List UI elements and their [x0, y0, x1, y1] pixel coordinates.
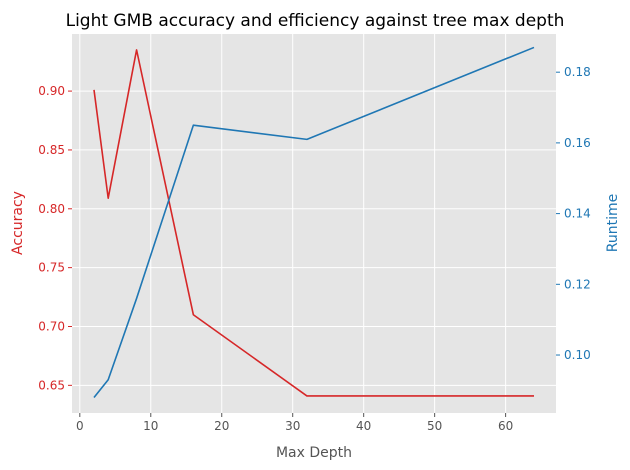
y-left-tick-label: 0.75: [38, 261, 65, 275]
series-lines: [93, 46, 535, 398]
x-tick-label: 30: [285, 419, 300, 433]
x-tick-label: 40: [356, 419, 371, 433]
chart-title: Light GMB accuracy and efficiency agains…: [66, 11, 565, 31]
y-left-tick-label: 0.90: [38, 84, 65, 98]
y-left-tick-label: 0.65: [38, 378, 65, 392]
x-tick-label: 10: [143, 419, 158, 433]
y-right-tick-label: 0.12: [564, 277, 591, 291]
accuracy-series-line: [93, 49, 534, 397]
x-axis-label: Max Depth: [276, 445, 352, 461]
y-left-tick-label: 0.85: [38, 143, 65, 157]
y-right-tick-label: 0.14: [564, 207, 591, 221]
y-right-tick-label: 0.18: [564, 65, 591, 79]
x-tick-label: 0: [76, 419, 84, 433]
grid-lines: [72, 34, 556, 413]
y-right-tick-label: 0.10: [564, 348, 591, 362]
x-tick-label: 20: [214, 419, 229, 433]
y-right-axis-label: Runtime: [605, 194, 621, 252]
y-left-tick-label: 0.70: [38, 319, 65, 333]
axes: 0 10 20 30 40 50 60 0.65 0.70 0.75 0.80 0.85 0.90 0.1…: [38, 65, 590, 433]
x-tick-label: 50: [427, 419, 442, 433]
y-left-axis-label: Accuracy: [10, 191, 26, 255]
y-left-tick-label: 0.80: [38, 202, 65, 216]
plot-area: [72, 34, 556, 413]
x-tick-label: 60: [498, 419, 513, 433]
y-right-tick-label: 0.16: [564, 136, 591, 150]
runtime-series-line: [93, 46, 535, 398]
